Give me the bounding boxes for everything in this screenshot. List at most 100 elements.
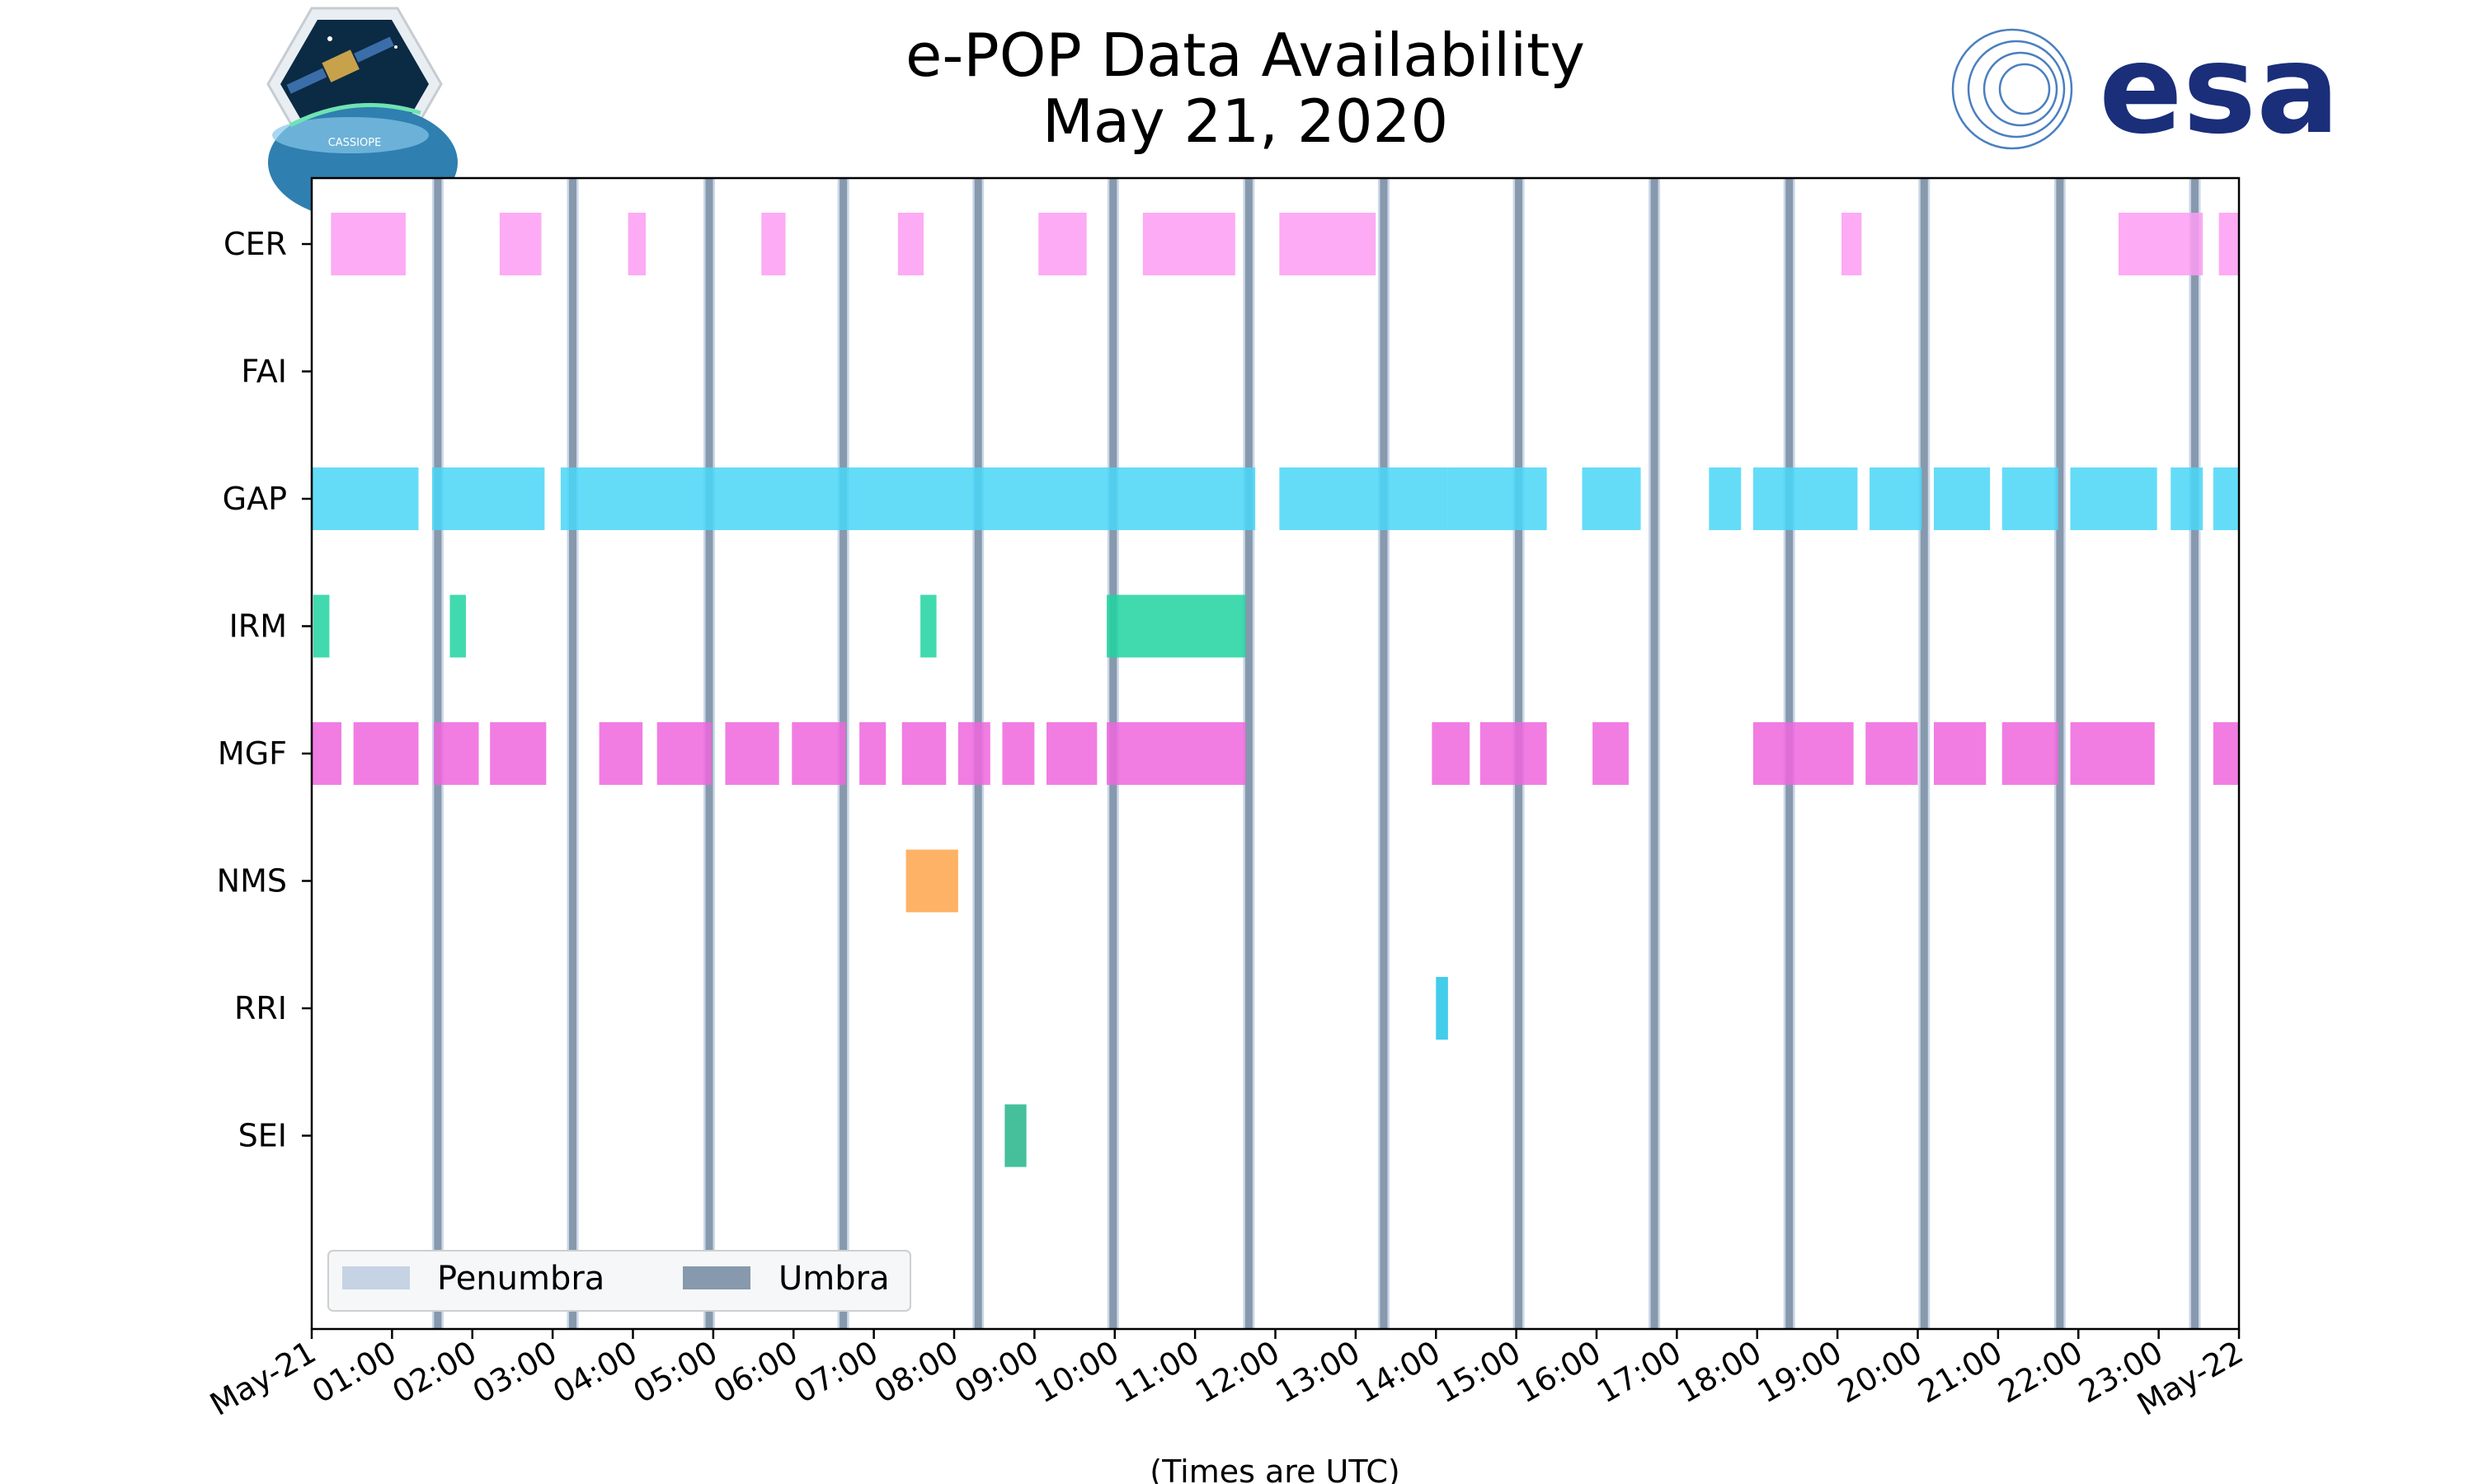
bar-mgf (434, 722, 479, 785)
bar-mgf (656, 722, 712, 785)
bar-mgf (1046, 722, 1098, 785)
umbra-band (1920, 178, 1928, 1329)
legend: Penumbra Umbra (327, 1250, 911, 1312)
esa-logo: esa (1951, 18, 2340, 162)
legend-swatch-umbra (683, 1266, 750, 1289)
bar-irm (449, 594, 466, 658)
bar-gap (1752, 467, 1858, 530)
x-tick-label: 20:00 (1832, 1334, 1928, 1411)
x-tick-label: 08:00 (868, 1334, 965, 1411)
bar-gap (312, 467, 419, 530)
title-line-2: May 21, 2020 (1042, 87, 1448, 156)
bar-gap (2070, 467, 2157, 530)
bar-mgf (859, 722, 887, 785)
umbra-band (1650, 178, 1658, 1329)
legend-label-umbra: Umbra (778, 1260, 890, 1298)
bar-gap (2213, 467, 2239, 530)
x-tick-label: 03:00 (467, 1334, 563, 1411)
legend-box (327, 1250, 911, 1312)
bar-mgf (353, 722, 419, 785)
y-tick-label: IRM (229, 608, 287, 645)
cassiope-logo-orbit (289, 102, 421, 128)
umbra-band (1380, 178, 1388, 1329)
star-icon (394, 45, 397, 49)
bar-gap (1933, 467, 1991, 530)
bar-gap (2001, 467, 2058, 530)
cassiope-logo-earth-highlight (272, 117, 429, 153)
bar-cer (331, 213, 406, 275)
bar-mgf (490, 722, 547, 785)
bar-mgf (1933, 722, 1987, 785)
bar-irm (920, 594, 937, 658)
bar-cer (897, 213, 924, 275)
legend-swatch-penumbra (342, 1266, 410, 1289)
x-tick-label: May-21 (204, 1334, 322, 1423)
bar-cer (1142, 213, 1235, 275)
bar-mgf (1002, 722, 1035, 785)
bars-layer (312, 213, 2239, 1167)
x-tick-label: 12:00 (1189, 1334, 1286, 1411)
bar-mgf (599, 722, 643, 785)
x-tick-label: 17:00 (1591, 1334, 1687, 1411)
bar-gap (2171, 467, 2204, 530)
y-tick-label: MGF (218, 735, 287, 772)
title-line-1: e-POP Data Availability (905, 21, 1585, 90)
bar-mgf (1107, 722, 1246, 785)
bar-mgf (2070, 722, 2155, 785)
y-tick-label: SEI (238, 1118, 287, 1154)
bar-cer (1841, 213, 1862, 275)
y-axis: CER FAI GAP IRM MGF NMS RRI SEI (217, 226, 312, 1154)
x-axis: May-2101:0002:0003:0004:0005:0006:0007:0… (204, 1329, 2250, 1423)
y-tick-label: NMS (217, 863, 287, 899)
bar-mgf (957, 722, 990, 785)
bar-mgf (1432, 722, 1470, 785)
x-tick-label: 18:00 (1671, 1334, 1767, 1411)
bar-irm (313, 594, 330, 658)
x-tick-label: 10:00 (1028, 1334, 1125, 1411)
x-tick-label: 14:00 (1350, 1334, 1446, 1411)
bar-mgf (1592, 722, 1629, 785)
bar-mgf (312, 722, 342, 785)
x-tick-label: 13:00 (1270, 1334, 1366, 1411)
x-tick-label: 19:00 (1752, 1334, 1848, 1411)
bar-gap (1709, 467, 1742, 530)
x-tick-label: 07:00 (788, 1334, 884, 1411)
bar-irm (1107, 594, 1246, 658)
x-tick-label: 11:00 (1109, 1334, 1206, 1411)
x-axis-label: (Times are UTC) (1150, 1453, 1399, 1484)
chart-title: e-POP Data Availability May 21, 2020 (905, 21, 1585, 156)
x-tick-label: 15:00 (1430, 1334, 1526, 1411)
bar-gap (560, 467, 1256, 530)
bar-mgf (2001, 722, 2058, 785)
bar-nms (905, 849, 958, 913)
satellite-icon (286, 36, 394, 94)
bar-mgf (901, 722, 947, 785)
bar-cer (628, 213, 647, 275)
esa-logo-text: esa (2099, 18, 2340, 162)
bar-gap (1870, 467, 1922, 530)
cassiope-logo-text: CASSIOPE (328, 137, 382, 149)
y-tick-label: RRI (234, 990, 287, 1026)
bar-cer (499, 213, 542, 275)
x-tick-label: 09:00 (948, 1334, 1045, 1411)
bar-cer (761, 213, 786, 275)
bar-sei (1004, 1104, 1027, 1167)
bar-rri (1436, 977, 1448, 1040)
bar-cer (1279, 213, 1376, 275)
x-tick-label: 04:00 (547, 1334, 643, 1411)
y-tick-label: CER (223, 226, 287, 262)
y-tick-label: FAI (241, 354, 287, 390)
bar-mgf (2213, 722, 2239, 785)
x-tick-label: 01:00 (306, 1334, 402, 1411)
x-tick-label: 22:00 (1992, 1334, 2089, 1411)
bar-gap (1447, 467, 1547, 530)
x-tick-label: 02:00 (386, 1334, 482, 1411)
x-tick-label: 21:00 (1912, 1334, 2009, 1411)
umbra-band (568, 178, 576, 1329)
legend-label-penumbra: Penumbra (437, 1260, 604, 1298)
esa-logo-rings (1951, 28, 2073, 150)
star-icon (327, 36, 332, 41)
umbra-band (1244, 178, 1253, 1329)
bar-cer (2218, 213, 2239, 275)
